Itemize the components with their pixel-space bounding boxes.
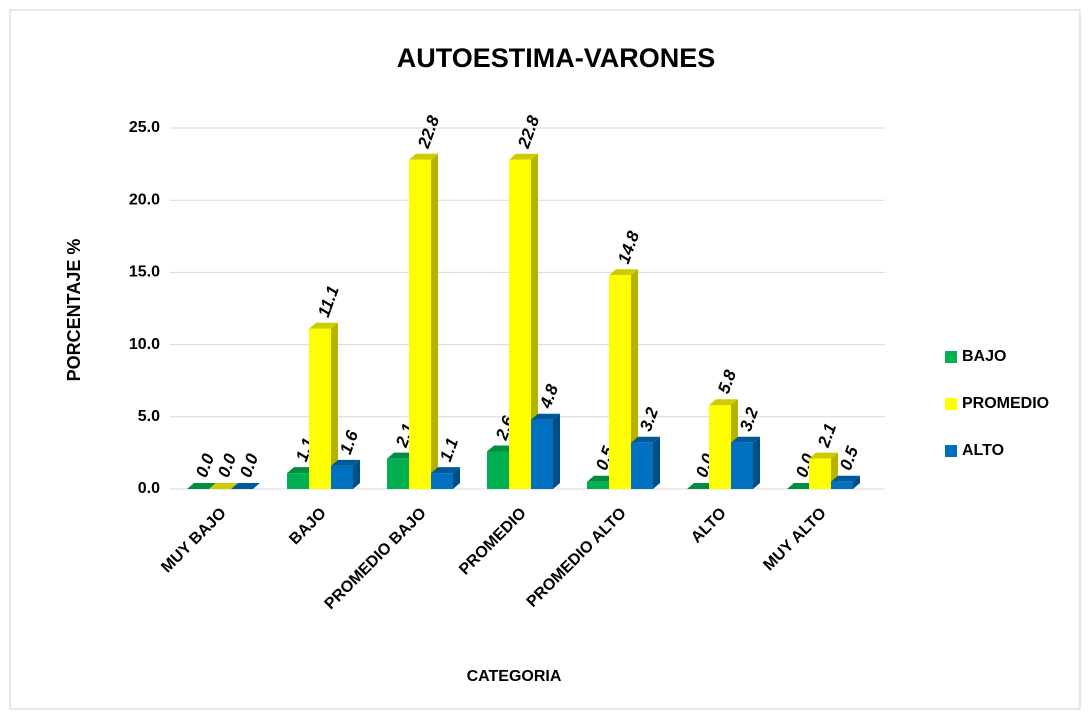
bar-top: [531, 413, 560, 420]
bar-top: [509, 153, 538, 160]
bar: [531, 419, 553, 489]
bar-top: [409, 153, 438, 160]
legend-swatch: [945, 445, 957, 457]
y-tick-label: 10.0: [129, 336, 160, 353]
bar: [809, 458, 831, 489]
bar-side: [531, 153, 538, 489]
bar-top: [787, 483, 816, 489]
bar: [709, 405, 731, 489]
bar-side: [753, 436, 760, 489]
bar-top: [209, 483, 238, 489]
bar-top: [187, 483, 216, 489]
y-tick-label: 20.0: [129, 191, 160, 208]
bar-side: [353, 459, 360, 489]
y-tick-label: 25.0: [129, 119, 160, 136]
bar-top: [831, 475, 860, 482]
legend-label: ALTO: [962, 442, 1004, 459]
bar: [509, 159, 531, 489]
bar-top: [487, 445, 516, 452]
bar-top: [387, 452, 416, 459]
bar: [609, 275, 631, 489]
bar: [487, 451, 509, 489]
bar-top: [287, 467, 316, 474]
bar-top: [709, 399, 738, 406]
bar: [331, 465, 353, 489]
legend-swatch: [945, 351, 957, 363]
bar-top: [631, 436, 660, 443]
bar-side: [853, 475, 860, 489]
bar-top: [587, 475, 616, 482]
bar: [631, 442, 653, 489]
legend-swatch: [945, 398, 957, 410]
bar: [287, 473, 309, 489]
bar-top: [809, 452, 838, 459]
y-tick-label: 0.0: [138, 480, 160, 497]
chart-border: [9, 9, 1081, 710]
y-axis-title: PORCENTAJE %: [64, 239, 84, 382]
bar-top: [609, 269, 638, 276]
bar: [387, 458, 409, 489]
bar-top: [331, 459, 360, 466]
bar: [431, 473, 453, 489]
bar: [587, 481, 609, 489]
bar: [831, 481, 853, 489]
legend-label: BAJO: [962, 348, 1006, 365]
y-tick-label: 5.0: [138, 408, 160, 425]
bar-side: [553, 413, 560, 489]
bar-side: [431, 153, 438, 489]
bar: [409, 159, 431, 489]
chart-title: AUTOESTIMA-VARONES: [397, 43, 716, 73]
bar-top: [309, 322, 338, 329]
y-tick-label: 15.0: [129, 264, 160, 281]
bar-side: [331, 322, 338, 489]
bar-top: [731, 436, 760, 443]
legend-label: PROMEDIO: [962, 395, 1049, 412]
bar-side: [653, 436, 660, 489]
bar: [731, 442, 753, 489]
bar-top: [431, 467, 460, 474]
bar-side: [453, 467, 460, 489]
x-axis-title: CATEGORIA: [467, 668, 562, 685]
bar-top: [231, 483, 260, 489]
bar-side: [631, 269, 638, 489]
bar-top: [687, 483, 716, 489]
bar: [309, 328, 331, 489]
